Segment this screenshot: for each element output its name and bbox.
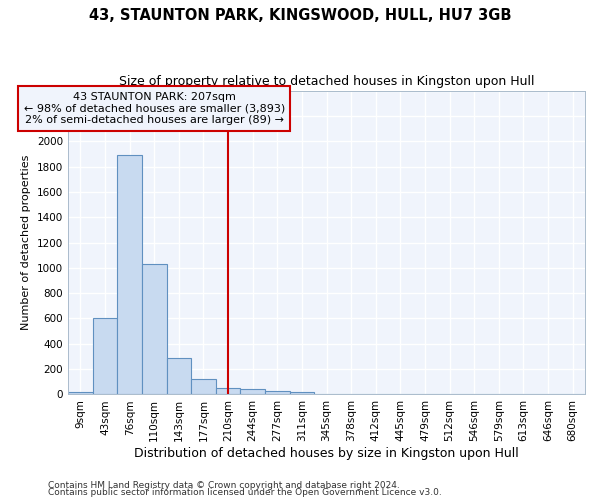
Text: 43 STAUNTON PARK: 207sqm
← 98% of detached houses are smaller (3,893)
2% of semi: 43 STAUNTON PARK: 207sqm ← 98% of detach… [23, 92, 285, 125]
Bar [216, 388, 241, 394]
Bar [241, 389, 265, 394]
Bar [93, 318, 118, 394]
Title: Size of property relative to detached houses in Kingston upon Hull: Size of property relative to detached ho… [119, 75, 535, 88]
Bar [191, 380, 216, 394]
Bar [167, 358, 191, 395]
Bar [118, 155, 142, 394]
Text: 43, STAUNTON PARK, KINGSWOOD, HULL, HU7 3GB: 43, STAUNTON PARK, KINGSWOOD, HULL, HU7 … [89, 8, 511, 22]
Text: Contains HM Land Registry data © Crown copyright and database right 2024.: Contains HM Land Registry data © Crown c… [48, 480, 400, 490]
Bar [68, 392, 93, 394]
X-axis label: Distribution of detached houses by size in Kingston upon Hull: Distribution of detached houses by size … [134, 447, 519, 460]
Text: Contains public sector information licensed under the Open Government Licence v3: Contains public sector information licen… [48, 488, 442, 497]
Bar [290, 392, 314, 394]
Y-axis label: Number of detached properties: Number of detached properties [22, 155, 31, 330]
Bar [142, 264, 167, 394]
Bar [265, 390, 290, 394]
